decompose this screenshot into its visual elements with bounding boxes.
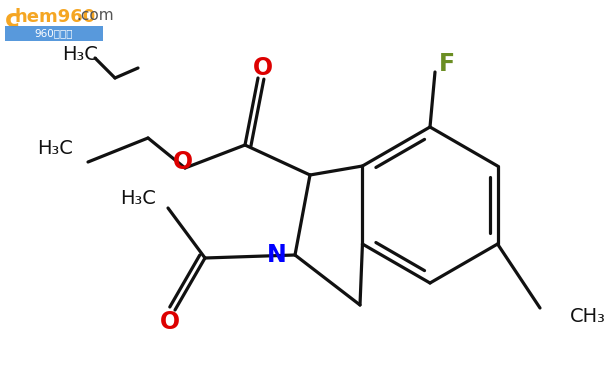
- Text: H₃C: H₃C: [120, 189, 156, 207]
- Text: CH₃: CH₃: [570, 306, 605, 326]
- Text: 960化工网: 960化工网: [34, 28, 73, 38]
- Text: F: F: [439, 52, 455, 76]
- Text: N: N: [267, 243, 287, 267]
- Text: H₃C: H₃C: [62, 45, 98, 64]
- Text: hem960: hem960: [14, 8, 95, 26]
- Text: O: O: [160, 310, 180, 334]
- FancyBboxPatch shape: [5, 26, 103, 41]
- Text: O: O: [253, 56, 273, 80]
- Text: .com: .com: [76, 8, 114, 23]
- Text: c: c: [5, 8, 20, 32]
- Text: O: O: [173, 150, 193, 174]
- Text: H₃C: H₃C: [37, 138, 73, 158]
